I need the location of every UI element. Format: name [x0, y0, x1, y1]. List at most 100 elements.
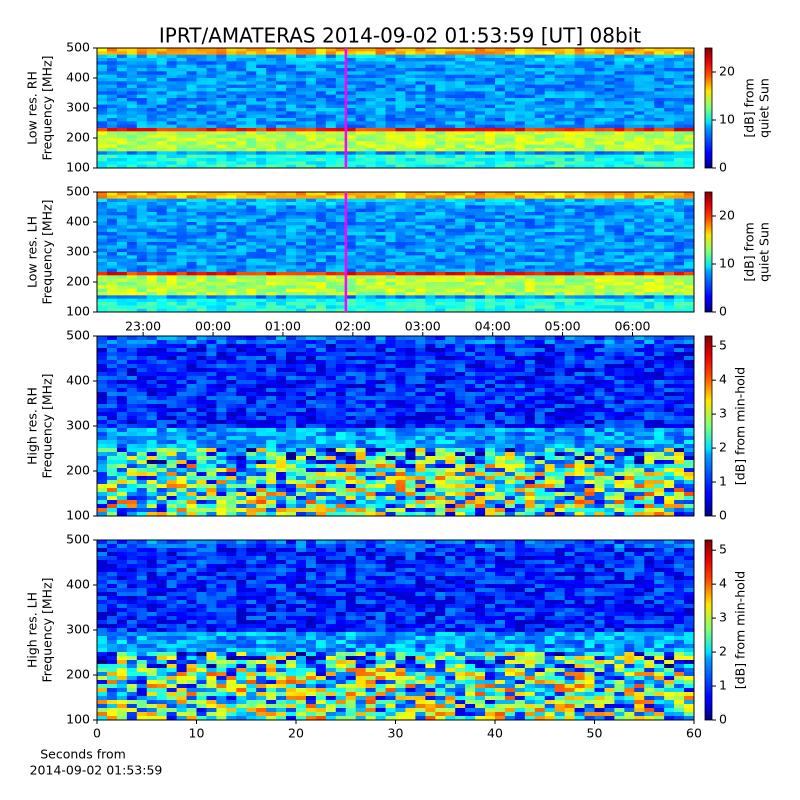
- spectrogram-cell: [674, 114, 685, 119]
- spectrogram-cell: [335, 275, 347, 280]
- spectrogram-cell: [584, 372, 595, 377]
- spectrogram-cell: [286, 121, 297, 126]
- spectrogram-cell: [594, 114, 605, 119]
- spectrogram-cell: [335, 265, 347, 270]
- spectrogram-cell: [136, 138, 148, 142]
- spectrogram-cell: [296, 192, 307, 196]
- spectrogram-cell: [206, 161, 217, 166]
- spectrogram-cell: [644, 356, 655, 361]
- spectrogram-cell: [584, 124, 595, 129]
- spectrogram-cell: [256, 356, 267, 361]
- spectrogram-cell: [664, 138, 675, 142]
- spectrogram-cell: [435, 164, 446, 169]
- spectrogram-cell: [345, 101, 357, 106]
- spectrogram-cell: [176, 208, 187, 213]
- spectrogram-cell: [584, 118, 595, 122]
- spectrogram-cell: [216, 64, 227, 69]
- spectrogram-cell: [226, 245, 237, 250]
- spectrogram-cell: [664, 278, 675, 283]
- spectrogram-cell: [375, 265, 386, 270]
- spectrogram-cell: [415, 212, 426, 216]
- spectrogram-cell: [286, 272, 297, 276]
- spectrogram-cell: [485, 88, 496, 92]
- spectrogram-cell: [684, 54, 695, 59]
- spectrogram-cell: [544, 272, 556, 276]
- spectrogram-cell: [385, 292, 396, 296]
- spectrogram-cell: [405, 265, 416, 270]
- spectrogram-cell: [674, 245, 685, 250]
- spectrogram-cell: [455, 151, 466, 156]
- spectrogram-cell: [624, 51, 635, 56]
- spectrogram-cell: [246, 154, 257, 159]
- spectrogram-cell: [634, 121, 645, 126]
- spectrogram-cell: [534, 154, 546, 159]
- spectrogram-cell: [325, 124, 337, 129]
- spectrogram-cell: [325, 78, 337, 82]
- spectrogram-cell: [415, 141, 426, 146]
- spectrogram-cell: [584, 98, 595, 102]
- spectrogram-cell: [335, 192, 347, 196]
- spectrogram-cell: [146, 141, 158, 146]
- spectrogram-cell: [534, 212, 546, 216]
- spectrogram-cell: [365, 212, 376, 216]
- spectrogram-cell: [574, 51, 585, 56]
- spectrogram-cell: [405, 51, 416, 56]
- spectrogram-cell: [315, 48, 327, 52]
- spectrogram-cell: [445, 255, 456, 260]
- spectrogram-cell: [634, 131, 645, 136]
- spectrogram-cell: [335, 348, 347, 353]
- spectrogram-cell: [435, 282, 446, 286]
- spectrogram-cell: [375, 54, 386, 59]
- spectrogram-cell: [335, 212, 347, 216]
- spectrogram-cell: [594, 308, 605, 313]
- spectrogram-cell: [415, 262, 426, 266]
- spectrogram-cell: [564, 198, 575, 203]
- spectrogram-cell: [106, 134, 118, 139]
- spectrogram-cell: [226, 368, 237, 373]
- spectrogram-cell: [97, 74, 108, 79]
- spectrogram-cell: [335, 61, 347, 66]
- spectrogram-cell: [684, 228, 695, 233]
- spectrogram-cell: [684, 252, 695, 256]
- spectrogram-cell: [524, 336, 536, 341]
- spectrogram-cell: [345, 192, 357, 196]
- spectrogram-cell: [186, 215, 197, 220]
- spectrogram-cell: [296, 114, 307, 119]
- spectrogram-cell: [156, 91, 168, 96]
- spectrogram-cell: [315, 91, 327, 96]
- spectrogram-cell: [116, 288, 128, 293]
- spectrogram-cell: [216, 268, 227, 273]
- spectrogram-cell: [206, 61, 217, 66]
- spectrogram-cell: [475, 74, 486, 79]
- spectrogram-cell: [216, 376, 227, 381]
- spectrogram-cell: [584, 208, 595, 213]
- spectrogram-cell: [485, 245, 496, 250]
- spectrogram-cell: [425, 84, 436, 89]
- spectrogram-cell: [146, 154, 158, 159]
- spectrogram-cell: [554, 131, 566, 136]
- spectrogram-cell: [504, 121, 516, 126]
- spectrogram-cell: [584, 212, 595, 216]
- spectrogram-cell: [634, 278, 645, 283]
- spectrogram-cell: [604, 255, 615, 260]
- spectrogram-cell: [524, 108, 536, 112]
- spectrogram-cell: [504, 202, 516, 206]
- spectrogram-cell: [126, 238, 138, 243]
- spectrogram-cell: [106, 144, 118, 149]
- spectrogram-cell: [554, 124, 566, 129]
- spectrogram-cell: [236, 228, 247, 233]
- spectrogram-cell: [106, 232, 118, 236]
- spectrogram-cell: [475, 148, 486, 152]
- spectrogram-cell: [445, 198, 456, 203]
- spectrogram-cell: [485, 218, 496, 223]
- spectrogram-cell: [176, 232, 187, 236]
- spectrogram-cell: [156, 360, 168, 365]
- spectrogram-cell: [674, 148, 685, 152]
- spectrogram-cell: [584, 198, 595, 203]
- spectrogram-cell: [594, 68, 605, 72]
- spectrogram-cell: [465, 225, 476, 230]
- spectrogram-cell: [325, 205, 337, 210]
- spectrogram-cell: [286, 81, 297, 86]
- spectrogram-cell: [554, 364, 566, 369]
- spectrogram-cell: [614, 364, 625, 369]
